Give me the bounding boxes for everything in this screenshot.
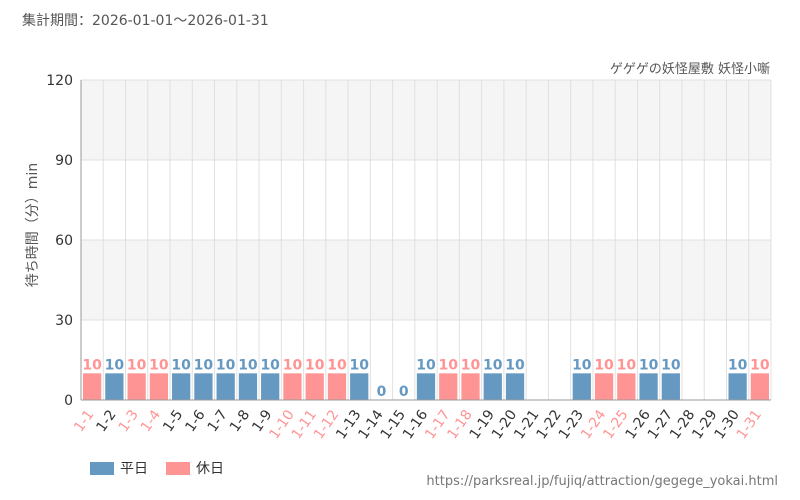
bar-1-17[interactable] bbox=[439, 373, 458, 400]
value-label-1-4: 10 bbox=[149, 357, 169, 373]
bar-1-30[interactable] bbox=[728, 373, 747, 400]
x-tick-label-1-3: 1-3 bbox=[116, 407, 142, 435]
x-tick-label-1-2: 1-2 bbox=[93, 407, 119, 435]
grid-band bbox=[81, 80, 771, 160]
bar-1-16[interactable] bbox=[416, 373, 436, 400]
y-tick-label: 0 bbox=[64, 393, 73, 409]
value-label-1-12: 10 bbox=[327, 357, 347, 373]
bar-1-26[interactable] bbox=[639, 373, 658, 400]
x-tick-label-1-8: 1-8 bbox=[227, 407, 253, 435]
value-label-1-23: 10 bbox=[572, 357, 592, 373]
x-axis-ticks: 1-11-21-31-41-51-61-71-81-91-101-111-121… bbox=[71, 407, 765, 442]
x-tick-label-1-4: 1-4 bbox=[138, 407, 164, 435]
value-label-1-27: 10 bbox=[661, 357, 681, 373]
value-labels: 10 10 10 10 10 10 10 10 10 10 10 10 100 010 10 10 10 10 10… bbox=[82, 357, 769, 400]
y-tick-label: 90 bbox=[55, 153, 73, 169]
x-tick-label-1-1: 1-1 bbox=[71, 407, 97, 435]
bar-1-7[interactable] bbox=[216, 373, 235, 400]
bar-1-4[interactable] bbox=[149, 373, 169, 400]
bar-1-10[interactable] bbox=[283, 373, 302, 400]
legend-item-weekday[interactable]: 平日 bbox=[90, 458, 148, 478]
legend-label-weekday: 平日 bbox=[120, 461, 148, 477]
bar-1-25[interactable] bbox=[617, 373, 636, 400]
bar-1-24[interactable] bbox=[594, 373, 614, 400]
value-label-1-16: 10 bbox=[416, 357, 436, 373]
y-axis-ticks: 0 30 60 90 120 bbox=[46, 73, 73, 409]
y-axis-label: 待ち時間（分）min bbox=[25, 163, 41, 287]
value-label-1-19: 10 bbox=[483, 357, 503, 373]
bar-1-13[interactable] bbox=[350, 373, 369, 400]
bar-1-5[interactable] bbox=[172, 373, 191, 400]
legend-label-holiday: 休日 bbox=[196, 461, 224, 477]
x-tick-label-1-31: 1-31 bbox=[734, 407, 765, 442]
value-label-1-30: 10 bbox=[728, 357, 748, 373]
value-label-1-26: 10 bbox=[639, 357, 659, 373]
bar-1-11[interactable] bbox=[305, 373, 324, 400]
value-label-1-11: 10 bbox=[305, 357, 325, 373]
value-label-1-3: 10 bbox=[127, 357, 147, 373]
value-label-1-6: 10 bbox=[194, 357, 214, 373]
bar-1-12[interactable] bbox=[327, 373, 347, 400]
value-label-1-10: 10 bbox=[283, 357, 303, 373]
bar-1-19[interactable] bbox=[483, 373, 502, 400]
value-label-1-13: 10 bbox=[349, 357, 369, 373]
x-tick-label-1-5: 1-5 bbox=[160, 407, 186, 435]
value-label-1-24: 10 bbox=[594, 357, 614, 373]
value-label-1-18: 10 bbox=[461, 357, 481, 373]
legend-swatch-holiday bbox=[166, 461, 190, 475]
bar-1-31[interactable] bbox=[750, 373, 769, 400]
value-label-1-25: 10 bbox=[617, 357, 637, 373]
y-tick-label: 120 bbox=[46, 73, 73, 89]
bar-1-9[interactable] bbox=[261, 373, 280, 400]
value-label-1-31: 10 bbox=[750, 357, 770, 373]
bar-1-23[interactable] bbox=[572, 373, 591, 400]
bar-1-18[interactable] bbox=[461, 373, 480, 400]
legend-item-holiday[interactable]: 休日 bbox=[166, 458, 224, 478]
y-tick-label: 30 bbox=[55, 313, 73, 329]
value-label-1-5: 10 bbox=[171, 357, 191, 373]
value-label-1-17: 10 bbox=[439, 357, 459, 373]
value-label-1-7: 10 bbox=[216, 357, 236, 373]
bar-1-8[interactable] bbox=[238, 373, 258, 400]
legend-swatch-weekday bbox=[90, 461, 114, 475]
bar-1-3[interactable] bbox=[127, 373, 146, 400]
y-tick-label: 60 bbox=[55, 233, 73, 249]
x-tick-label-1-6: 1-6 bbox=[182, 407, 208, 435]
value-label-1-1: 10 bbox=[82, 357, 102, 373]
bars bbox=[83, 373, 769, 400]
bar-1-6[interactable] bbox=[194, 373, 213, 400]
value-label-1-8: 10 bbox=[238, 357, 258, 373]
value-label-1-9: 10 bbox=[260, 357, 280, 373]
grid-band bbox=[81, 240, 771, 320]
bar-1-20[interactable] bbox=[505, 373, 525, 400]
period-label: 集計期間：2026-01-01～2026-01-31 bbox=[22, 13, 269, 29]
x-tick-label-1-7: 1-7 bbox=[205, 407, 231, 435]
value-label-1-2: 10 bbox=[105, 357, 125, 373]
value-label-1-15: 0 bbox=[399, 384, 409, 400]
value-label-1-20: 10 bbox=[505, 357, 525, 373]
legend: 平日 休日 bbox=[90, 458, 224, 478]
bar-1-1[interactable] bbox=[83, 373, 102, 400]
bar-1-27[interactable] bbox=[661, 373, 680, 400]
chart-title: ゲゲゲの妖怪屋敷 妖怪小噺 bbox=[610, 62, 770, 77]
source-url[interactable]: https://parksreal.jp/fujiq/attraction/ge… bbox=[426, 474, 778, 489]
bar-1-2[interactable] bbox=[105, 373, 124, 400]
value-label-1-14: 0 bbox=[377, 384, 387, 400]
